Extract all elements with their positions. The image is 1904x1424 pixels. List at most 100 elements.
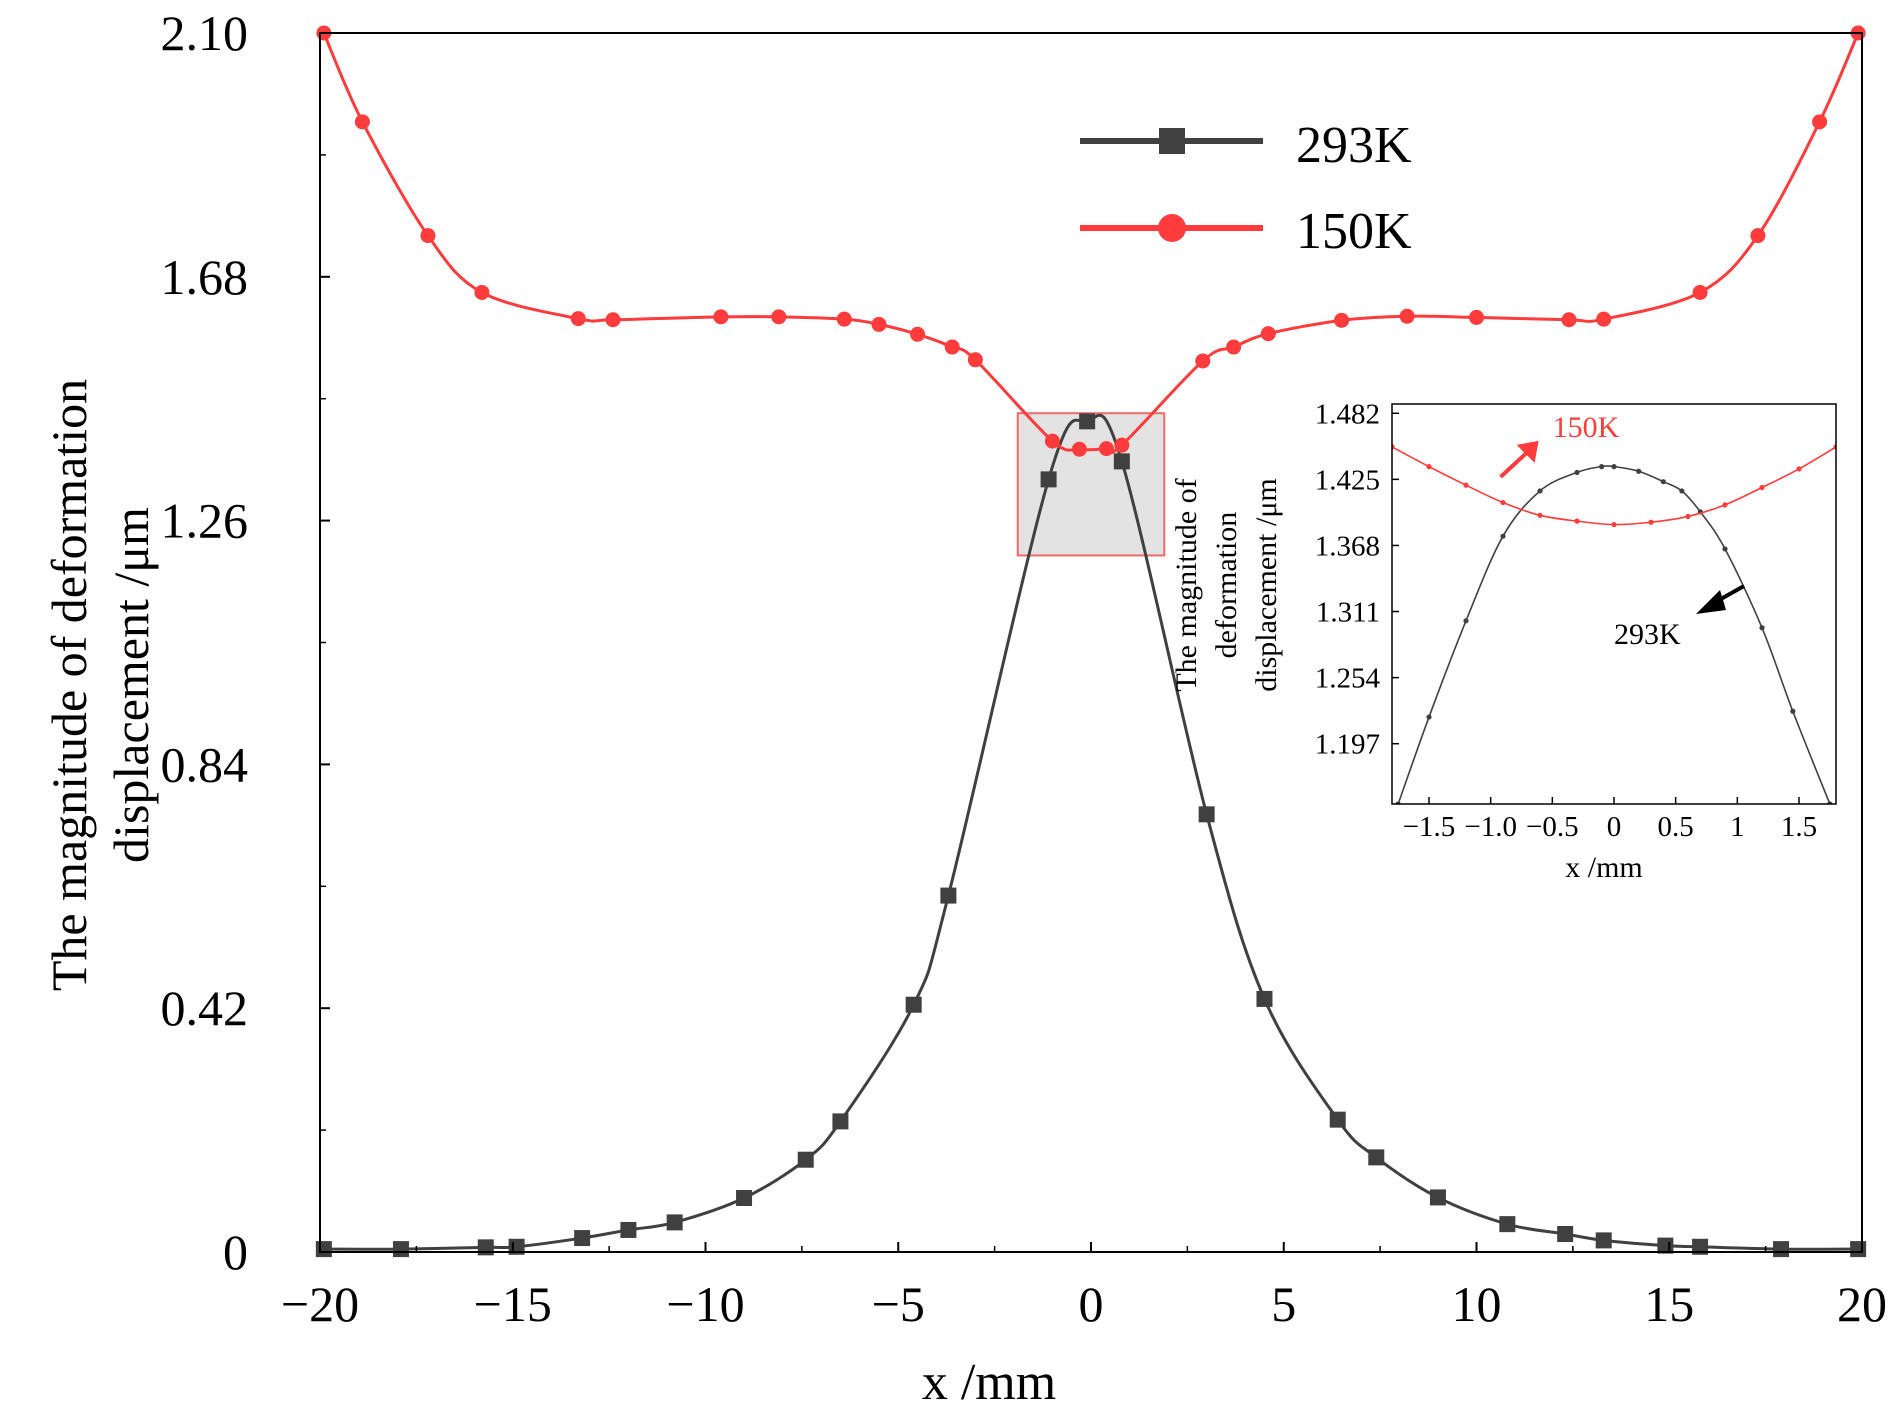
- inset-point-293K-4: [1537, 488, 1543, 494]
- main-xtick-label-4: 0: [1079, 1276, 1104, 1332]
- inset-point-293K-13: [1759, 625, 1765, 631]
- inset-point-293K-10: [1679, 488, 1685, 494]
- annotation-label-150K: 150K: [1553, 411, 1620, 444]
- point-293K-22: [1595, 1232, 1612, 1249]
- inset-y-axis-label-line-2: deformation: [1210, 512, 1243, 659]
- main-xtick-label-7: 15: [1644, 1276, 1694, 1332]
- inset-axis-ticks: −1.5 −1.0 −0.5 0 0.5 1 1.5 1.197 1.254 1.311 1.368…: [1315, 398, 1817, 843]
- point-150K-7: [771, 309, 787, 325]
- inset-ytick-label-4: 1.425: [1315, 464, 1380, 496]
- point-293K-10: [905, 996, 922, 1013]
- inset-ytick-label-0: 1.197: [1315, 729, 1380, 761]
- inset-point-150K-6: [1611, 521, 1617, 528]
- point-150K-9: [871, 316, 887, 332]
- point-150K-1: [354, 114, 370, 130]
- main-y-axis-label-line-2: displacement /μm: [103, 507, 159, 863]
- point-293K-16: [1256, 990, 1273, 1007]
- inset-point-293K-3: [1500, 533, 1506, 539]
- main-ytick-label-0: 0: [223, 1224, 248, 1280]
- inset-point-293K-5: [1574, 469, 1580, 476]
- inset-xtick-label-1: −1.0: [1464, 811, 1517, 843]
- inset-point-150K-1: [1426, 464, 1432, 470]
- point-293K-6: [666, 1214, 683, 1231]
- point-293K-15: [1198, 806, 1215, 823]
- point-293K-0: [315, 1241, 332, 1258]
- point-150K-16: [1114, 437, 1130, 453]
- inset-series-layer: [1392, 404, 1836, 804]
- annotation-label-293K: 293K: [1614, 618, 1681, 651]
- point-150K-3: [474, 284, 490, 300]
- inset-point-293K-12: [1722, 546, 1728, 552]
- inset-point-150K-5: [1574, 518, 1580, 524]
- inset-point-150K-9: [1722, 502, 1728, 508]
- point-150K-4: [570, 311, 586, 327]
- main-xtick-label-0: −20: [281, 1276, 359, 1332]
- point-150K-5: [605, 312, 621, 328]
- point-293K-11: [940, 887, 957, 904]
- series-150K: [316, 25, 1866, 457]
- inset-background: [1392, 404, 1836, 804]
- main-ytick-label-1: 0.42: [161, 980, 249, 1036]
- legend-label-293K: 293K: [1296, 117, 1412, 174]
- inset-xtick-label-3: 0: [1607, 811, 1622, 843]
- main-xtick-label-5: 5: [1271, 1276, 1296, 1332]
- point-150K-14: [1071, 441, 1087, 457]
- inset-ytick-label-1: 1.254: [1315, 663, 1381, 695]
- inset-point-150K-11: [1796, 466, 1802, 472]
- inset-y-axis-label-line-1: The magnitude of: [1170, 478, 1203, 691]
- point-293K-8: [797, 1151, 814, 1168]
- main-xtick-label-3: −5: [872, 1276, 925, 1332]
- point-293K-13: [1079, 413, 1096, 430]
- main-xtick-label-6: 10: [1452, 1276, 1502, 1332]
- main-xtick-label-2: −10: [666, 1276, 744, 1332]
- zoom-region: [1016, 412, 1166, 557]
- point-293K-14: [1113, 453, 1130, 470]
- point-150K-10: [910, 326, 926, 342]
- legend-label-150K: 150K: [1296, 203, 1412, 260]
- series-293K: [315, 413, 1867, 1258]
- annotation-arrow-150K: [1499, 451, 1528, 479]
- point-150K-20: [1334, 312, 1350, 328]
- point-150K-8: [836, 311, 852, 327]
- inset-point-150K-8: [1685, 513, 1691, 520]
- point-150K-25: [1692, 284, 1708, 300]
- point-150K-11: [944, 339, 960, 355]
- point-293K-24: [1692, 1238, 1709, 1255]
- zoom-box: [1016, 412, 1166, 557]
- inset-xtick-label-5: 1: [1730, 811, 1745, 843]
- inset-point-293K-9: [1660, 479, 1666, 485]
- point-293K-26: [1850, 1241, 1867, 1258]
- legend-marker-293K: [1159, 128, 1185, 154]
- main-ytick-label-2: 0.84: [161, 736, 249, 792]
- inset-point-293K-7: [1611, 464, 1617, 470]
- inset-xtick-label-0: −1.5: [1403, 811, 1456, 843]
- point-293K-25: [1773, 1241, 1790, 1258]
- point-150K-13: [1044, 433, 1060, 449]
- inset-xtick-label-4: 0.5: [1658, 811, 1694, 843]
- inset-annotations: 150K 293K: [1499, 411, 1745, 651]
- inset-point-293K-1: [1426, 714, 1432, 720]
- point-293K-12: [1040, 471, 1057, 488]
- point-293K-5: [620, 1221, 637, 1238]
- inset-ytick-label-5: 1.482: [1315, 398, 1380, 430]
- annotation-arrowhead-293K: [1696, 589, 1726, 614]
- point-150K-6: [713, 309, 729, 325]
- main-xtick-label-1: −15: [474, 1276, 552, 1332]
- inset-series-line-293K: [1397, 465, 1831, 804]
- main-x-axis-label: x /mm: [922, 1354, 1056, 1411]
- main-y-axis-label-line-1: The magnitude of deformation: [41, 379, 97, 991]
- point-150K-23: [1561, 312, 1577, 328]
- inset-point-150K-10: [1759, 484, 1765, 491]
- inset-point-293K-6: [1599, 464, 1605, 470]
- legend: 293K 150K: [1080, 117, 1412, 260]
- inset-point-293K-2: [1463, 618, 1469, 624]
- point-293K-20: [1499, 1216, 1516, 1233]
- point-150K-18: [1226, 339, 1242, 355]
- point-150K-19: [1260, 326, 1276, 342]
- point-293K-9: [832, 1113, 849, 1130]
- inset-point-293K-14: [1790, 708, 1796, 714]
- inset-xtick-label-2: −0.5: [1526, 811, 1579, 843]
